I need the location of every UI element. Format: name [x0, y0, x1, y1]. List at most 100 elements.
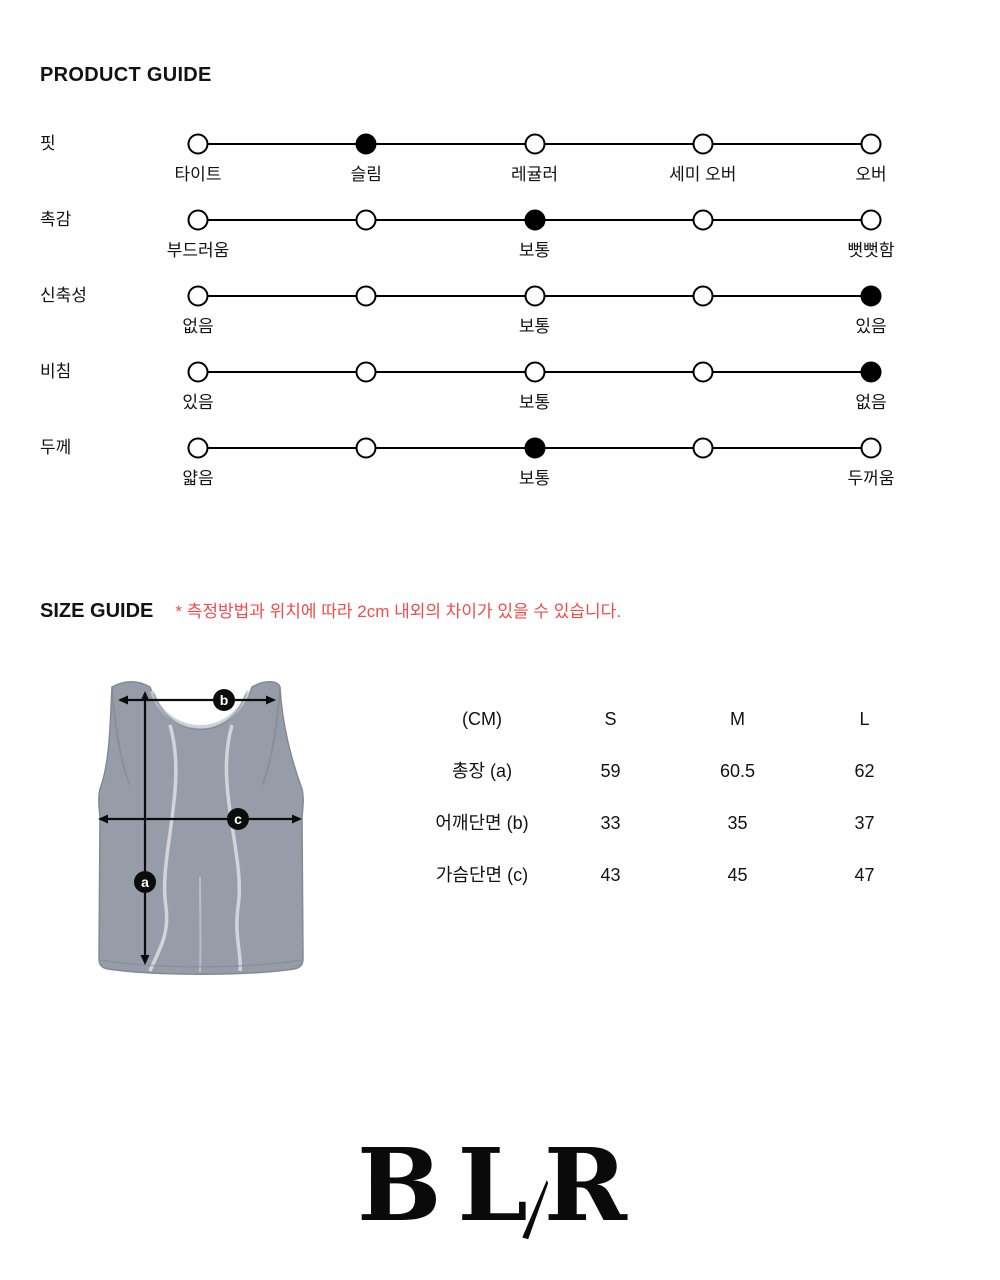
brand-logo-letter-b: B	[357, 1126, 458, 1244]
scale-dot	[860, 133, 882, 155]
scale-step-label: 보통	[518, 469, 551, 488]
size-table-header: M	[730, 709, 745, 729]
scale-labels: 있음 보통 없음	[182, 391, 886, 415]
scale-dot	[692, 437, 714, 459]
product-guide-title: PRODUCT GUIDE	[40, 64, 212, 86]
scale-track	[187, 359, 882, 385]
size-value: 62	[854, 761, 875, 781]
marker-a-label: a	[141, 874, 149, 890]
scale-dot	[187, 285, 209, 307]
scale-dot-selected	[524, 437, 545, 459]
scale-name: 두께	[40, 438, 72, 457]
scale-step-label: 뻣뻣함	[847, 241, 895, 260]
size-value: 35	[727, 813, 748, 833]
scale-labels: 없음 보통 있음	[182, 315, 886, 339]
size-value: 60.5	[719, 761, 756, 781]
scale-labels: 얇음 보통 두꺼움	[182, 467, 894, 491]
size-value: 37	[854, 813, 875, 833]
scale-step-label: 없음	[855, 393, 887, 412]
scale-dot	[524, 361, 545, 383]
scale-track	[187, 207, 882, 233]
size-table-header-row: (CM) S M L	[417, 693, 928, 745]
chest-arrow-c	[98, 814, 302, 824]
brand-logo: BLR	[40, 1135, 960, 1235]
left-front-seam	[148, 724, 178, 972]
length-arrow-a	[140, 691, 150, 965]
scale-step-label: 레귤러	[511, 165, 558, 184]
scale-track	[187, 435, 882, 461]
size-value: 45	[727, 865, 748, 885]
scale-track	[187, 131, 882, 157]
scale-name: 신축성	[40, 286, 87, 305]
brand-logo-letter-r: R	[543, 1126, 643, 1244]
size-value: 33	[600, 813, 621, 833]
marker-b-badge: b	[213, 689, 235, 711]
scale-dot	[692, 133, 714, 155]
scale-step-label: 있음	[182, 393, 214, 412]
scale-dot	[187, 209, 209, 231]
size-row-label: 총장 (a)	[451, 761, 513, 781]
size-table-header: L	[859, 709, 870, 729]
scale-step-label: 슬림	[350, 165, 382, 184]
size-guide-section: b c a (CM) S M L 총장 (a) 59 60.5 62 어깨단면 (b) 33 35 3…	[40, 677, 960, 977]
scale-name: 비침	[40, 362, 72, 381]
scale-step-label: 세미 오버	[669, 165, 737, 184]
scale-dot	[692, 209, 714, 231]
scale-step-label: 오버	[855, 165, 887, 184]
brand-logo-letter-l: L	[457, 1126, 544, 1244]
marker-c-badge: c	[227, 808, 249, 830]
scale-step-label: 있음	[855, 317, 887, 336]
hem-seam	[99, 959, 303, 968]
scale-dot	[860, 437, 882, 459]
scale-step-label: 얇음	[182, 469, 214, 488]
scale-dot	[692, 285, 714, 307]
scale-dot	[355, 285, 377, 307]
product-guide-scales: 핏 타이트 슬림 레귤러 세미 오버 오버 촉감 부드러움 보통 뻣뻣함 신축성 없음 보통 있음 비침 있음…	[40, 131, 960, 491]
size-table-header: (CM)	[462, 709, 502, 729]
tank-top-illustration: b c a	[98, 681, 304, 975]
size-value: 43	[600, 865, 621, 885]
scale-dot-selected	[860, 361, 882, 383]
scale-dot	[187, 437, 209, 459]
size-value: 59	[600, 761, 621, 781]
size-table: (CM) S M L 총장 (a) 59 60.5 62 어깨단면 (b) 33 35 37 가슴단면 …	[417, 693, 928, 901]
scale-dot-selected	[524, 209, 545, 231]
scale-step-label: 없음	[182, 317, 214, 336]
scale-name: 촉감	[40, 210, 72, 229]
scale-dot	[355, 437, 377, 459]
scale-step-label: 두꺼움	[847, 469, 895, 488]
size-value: 47	[854, 865, 875, 885]
scale-step-label: 부드러움	[166, 241, 230, 260]
scale-labels: 타이트 슬림 레귤러 세미 오버 오버	[175, 163, 887, 187]
scale-dot-selected	[860, 285, 882, 307]
scale-step-label: 타이트	[174, 165, 222, 184]
scale-dot-selected	[355, 133, 377, 155]
collar-shadow	[153, 693, 247, 730]
product-detail-page: PRODUCT GUIDE 핏 타이트 슬림 레귤러 세미 오버 오버 촉감 부드러움 보통 뻣뻣…	[0, 0, 1000, 1235]
size-guide-header: SIZE GUIDE * 측정방법과 위치에 따라 2cm 내외의 차이가 있을…	[40, 597, 960, 623]
marker-c-label: c	[234, 811, 242, 827]
marker-b-label: b	[220, 692, 229, 708]
scale-dot	[187, 133, 209, 155]
scale-dot	[355, 209, 377, 231]
scale-name: 핏	[40, 134, 56, 153]
size-table-row: 총장 (a) 59 60.5 62	[417, 745, 928, 797]
scale-dot	[524, 133, 545, 155]
garment-measurement-diagram: b c a	[95, 677, 307, 977]
size-row-label: 어깨단면 (b)	[435, 813, 529, 833]
size-guide-note: * 측정방법과 위치에 따라 2cm 내외의 차이가 있을 수 있습니다.	[175, 602, 622, 621]
size-table-header: S	[604, 709, 617, 729]
scale-step-label: 보통	[518, 317, 551, 336]
scale-dot	[187, 361, 209, 383]
size-row-label: 가슴단면 (c)	[435, 865, 529, 885]
scale-step-label: 보통	[518, 393, 551, 412]
scale-step-label: 보통	[518, 241, 551, 260]
size-table-row: 어깨단면 (b) 33 35 37	[417, 797, 928, 849]
scale-dot	[860, 209, 882, 231]
scale-dot	[355, 361, 377, 383]
scale-dot	[524, 285, 545, 307]
